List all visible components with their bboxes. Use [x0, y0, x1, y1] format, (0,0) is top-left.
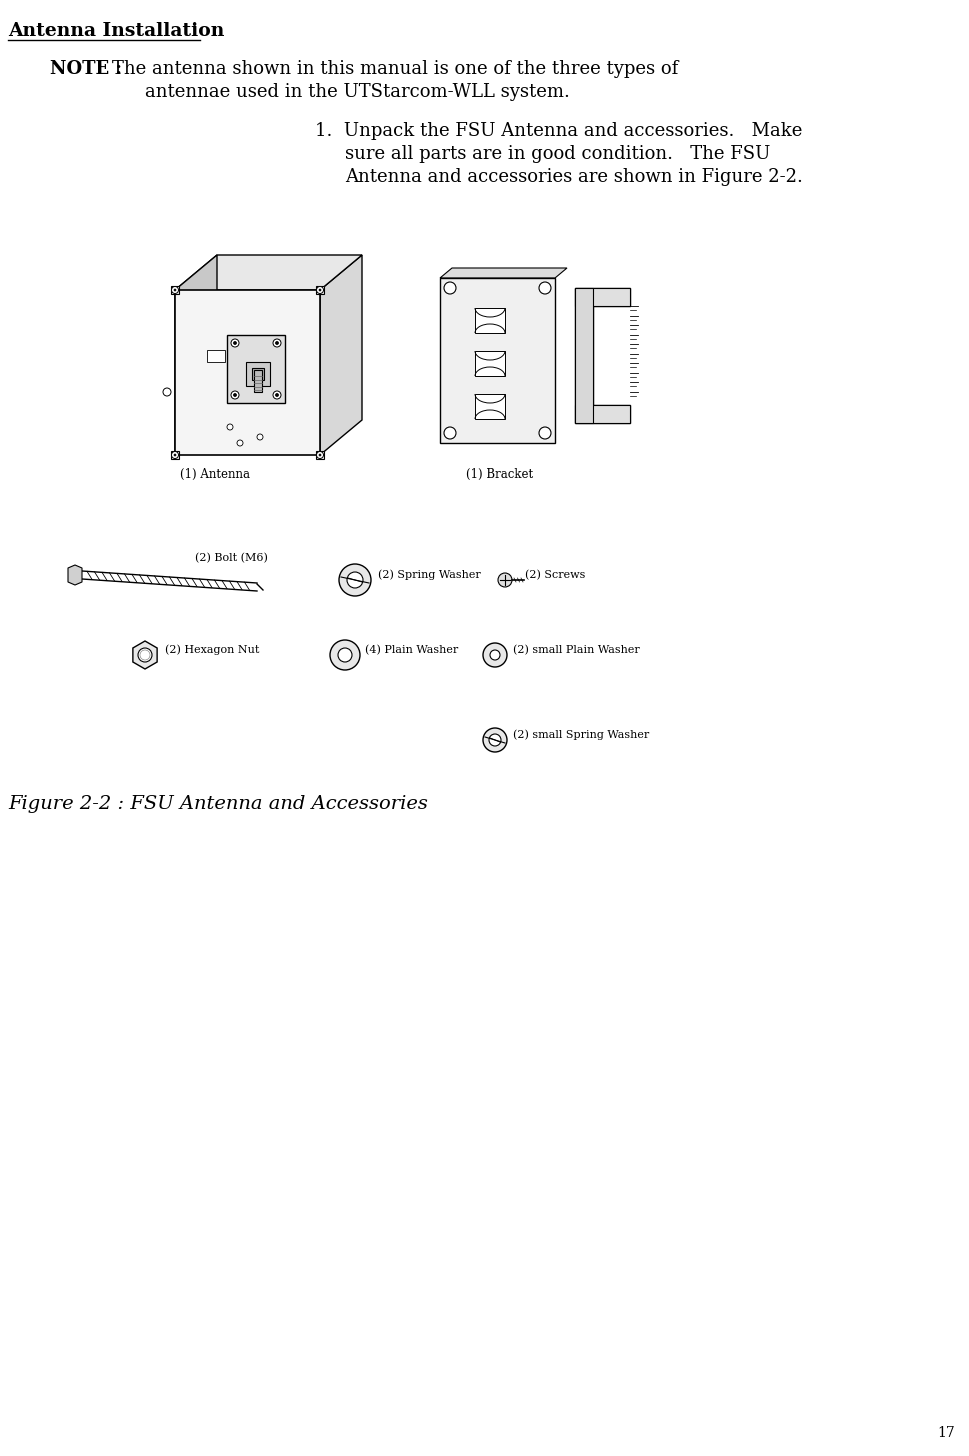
- Bar: [252, 368, 264, 380]
- Bar: [575, 288, 592, 424]
- Circle shape: [483, 728, 507, 751]
- Text: (2) Spring Washer: (2) Spring Washer: [378, 569, 481, 581]
- Circle shape: [173, 288, 175, 291]
- Polygon shape: [68, 565, 82, 585]
- Circle shape: [337, 648, 352, 662]
- Circle shape: [275, 393, 278, 396]
- Bar: [254, 370, 262, 392]
- Text: (2) small Plain Washer: (2) small Plain Washer: [513, 645, 640, 655]
- Text: (2) small Spring Washer: (2) small Spring Washer: [513, 729, 648, 740]
- Bar: [227, 335, 285, 403]
- Text: NOTE :: NOTE :: [50, 60, 128, 79]
- Text: (2) Hexagon Nut: (2) Hexagon Nut: [165, 645, 259, 655]
- Text: Antenna and accessories are shown in Figure 2-2.: Antenna and accessories are shown in Fig…: [345, 167, 802, 186]
- Bar: [316, 285, 324, 294]
- Polygon shape: [174, 255, 217, 454]
- Bar: [475, 351, 505, 376]
- Circle shape: [319, 288, 321, 291]
- Circle shape: [236, 440, 243, 446]
- Polygon shape: [575, 288, 629, 424]
- Text: 17: 17: [936, 1425, 954, 1440]
- Circle shape: [163, 387, 171, 396]
- Circle shape: [275, 342, 278, 344]
- Circle shape: [227, 424, 233, 430]
- Circle shape: [539, 427, 550, 440]
- Polygon shape: [133, 641, 157, 668]
- Text: antennae used in the UTStarcom-WLL system.: antennae used in the UTStarcom-WLL syste…: [144, 83, 570, 100]
- Text: (2) Screws: (2) Screws: [524, 569, 584, 579]
- Circle shape: [497, 574, 512, 587]
- Circle shape: [272, 392, 281, 399]
- Circle shape: [483, 644, 507, 667]
- Circle shape: [234, 393, 236, 396]
- Text: (4) Plain Washer: (4) Plain Washer: [364, 645, 457, 655]
- Circle shape: [488, 734, 500, 745]
- Circle shape: [257, 434, 263, 440]
- Circle shape: [347, 572, 362, 588]
- Circle shape: [172, 451, 178, 459]
- Text: sure all parts are in good condition.   The FSU: sure all parts are in good condition. Th…: [345, 146, 769, 163]
- Circle shape: [329, 641, 359, 670]
- Bar: [575, 288, 629, 306]
- Circle shape: [316, 451, 324, 459]
- Bar: [246, 363, 269, 386]
- Bar: [575, 405, 629, 424]
- Bar: [206, 349, 225, 363]
- Circle shape: [316, 287, 324, 294]
- Text: (2) Bolt (M6): (2) Bolt (M6): [195, 553, 267, 563]
- Bar: [316, 451, 324, 459]
- Bar: [440, 278, 554, 443]
- Text: (1) Bracket: (1) Bracket: [466, 467, 533, 480]
- Bar: [171, 285, 179, 294]
- Bar: [475, 309, 505, 333]
- Text: 1.  Unpack the FSU Antenna and accessories.   Make: 1. Unpack the FSU Antenna and accessorie…: [315, 122, 801, 140]
- Circle shape: [234, 342, 236, 344]
- Polygon shape: [174, 255, 361, 290]
- Text: (1) Antenna: (1) Antenna: [180, 467, 250, 480]
- Bar: [171, 451, 179, 459]
- Circle shape: [272, 339, 281, 347]
- Circle shape: [444, 282, 455, 294]
- Polygon shape: [320, 255, 361, 454]
- Circle shape: [231, 339, 238, 347]
- Text: Antenna Installation: Antenna Installation: [8, 22, 224, 39]
- Circle shape: [338, 563, 370, 596]
- Circle shape: [173, 454, 175, 456]
- Bar: [475, 395, 505, 419]
- Circle shape: [138, 648, 152, 662]
- Circle shape: [231, 392, 238, 399]
- Text: Figure 2-2 : FSU Antenna and Accessories: Figure 2-2 : FSU Antenna and Accessories: [8, 795, 427, 812]
- Polygon shape: [440, 268, 567, 278]
- Circle shape: [489, 649, 499, 660]
- Bar: [174, 290, 320, 454]
- Circle shape: [140, 649, 150, 660]
- Circle shape: [319, 454, 321, 456]
- Circle shape: [172, 287, 178, 294]
- Circle shape: [539, 282, 550, 294]
- Text: The antenna shown in this manual is one of the three types of: The antenna shown in this manual is one …: [111, 60, 677, 79]
- Circle shape: [444, 427, 455, 440]
